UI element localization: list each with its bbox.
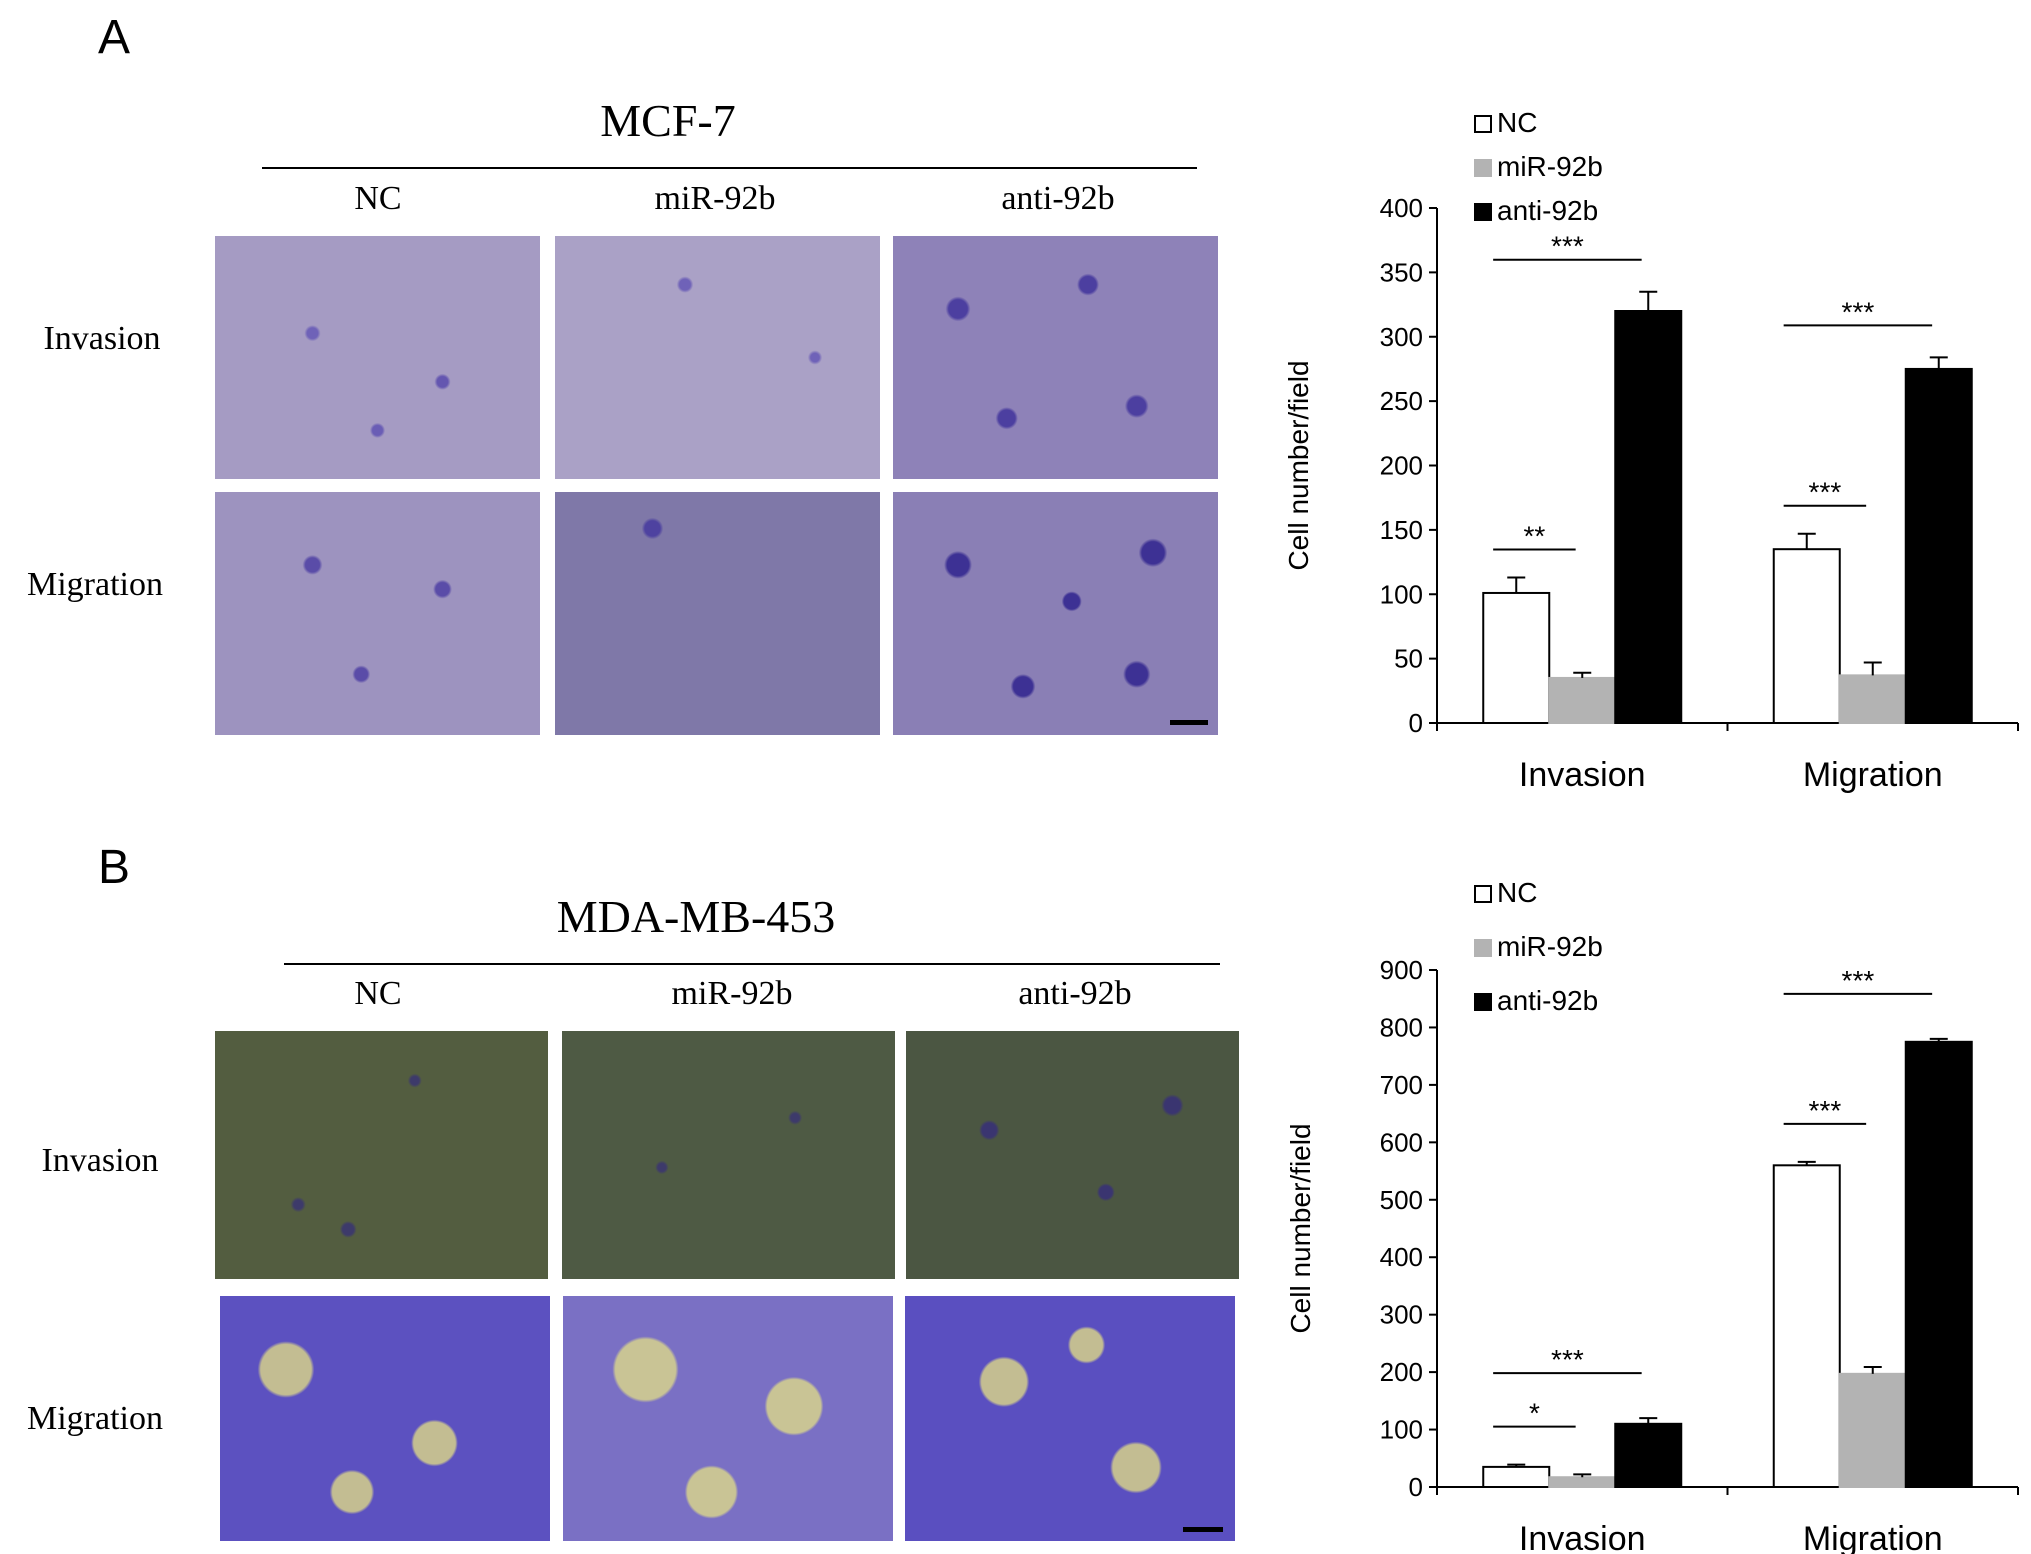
legend-swatch-1 — [1474, 939, 1492, 957]
sig-label-migration-0: *** — [1842, 965, 1875, 996]
legend-swatch-2 — [1474, 203, 1492, 221]
y-tick-label-7: 350 — [1380, 257, 1423, 287]
micrograph-b-migration-anti — [905, 1296, 1235, 1541]
micrograph-a-migration-anti — [893, 492, 1218, 735]
bar-migration-2 — [1904, 1040, 1973, 1489]
row-label-migration-a: Migration — [27, 566, 163, 603]
y-tick-label-6: 600 — [1380, 1127, 1423, 1157]
bar-migration-0 — [1772, 548, 1841, 724]
micrograph-a-invasion-anti — [893, 236, 1218, 479]
sig-label-invasion-1: ** — [1524, 521, 1546, 552]
row-label-migration-b: Migration — [27, 1400, 163, 1437]
micrograph-b-migration-nc — [220, 1296, 550, 1541]
y-tick-label-4: 400 — [1380, 1242, 1423, 1272]
panel-letter-b: B — [98, 841, 131, 894]
panel-letter-a: A — [98, 11, 131, 64]
micrograph-a-invasion-mir — [555, 236, 880, 479]
scale-bar-b — [1183, 1527, 1223, 1532]
y-tick-label-3: 300 — [1380, 1300, 1423, 1330]
sig-label-migration-0: *** — [1842, 296, 1875, 327]
legend-label-2: anti-92b — [1497, 985, 1598, 1016]
y-tick-label-8: 400 — [1380, 193, 1423, 223]
bar-chart-a: NC miR-92b anti-92b 0 50 100 150 200 250 300 350 40… — [1283, 107, 2019, 794]
sig-label-invasion-0: *** — [1551, 231, 1584, 262]
bar-migration-0 — [1772, 1164, 1841, 1488]
cell-line-rule-a — [262, 167, 1197, 169]
legend-swatch-1 — [1474, 159, 1492, 177]
bar-invasion-2 — [1614, 310, 1683, 724]
x-category-label-1: Migration — [1803, 756, 1943, 794]
y-tick-label-3: 150 — [1380, 515, 1423, 545]
bar-invasion-1 — [1548, 676, 1617, 724]
legend-swatch-0 — [1474, 885, 1492, 903]
bar-migration-1 — [1838, 674, 1907, 724]
column-label-anti-b: anti-92b — [1018, 975, 1132, 1012]
sig-label-invasion-0: *** — [1551, 1344, 1584, 1375]
y-tick-label-5: 500 — [1380, 1185, 1423, 1215]
sig-label-migration-1: *** — [1809, 477, 1842, 508]
y-tick-label-4: 200 — [1380, 451, 1423, 481]
cell-line-rule-b — [284, 963, 1220, 965]
bar-migration-2 — [1904, 367, 1973, 724]
x-category-label-1: Migration — [1803, 1520, 1943, 1554]
cell-line-title-b: MDA-MB-453 — [556, 891, 836, 942]
y-tick-label-6: 300 — [1380, 322, 1423, 352]
legend-label-2: anti-92b — [1497, 195, 1598, 226]
y-tick-label-5: 250 — [1380, 386, 1423, 416]
micrograph-b-invasion-anti — [906, 1031, 1239, 1279]
column-label-nc-a: NC — [354, 180, 402, 217]
cell-line-title-a: MCF-7 — [600, 95, 736, 146]
legend-swatch-0 — [1474, 115, 1492, 133]
micrograph-a-invasion-nc — [215, 236, 540, 479]
column-label-anti-a: anti-92b — [1001, 180, 1115, 217]
column-label-nc-b: NC — [354, 975, 402, 1012]
scale-bar-a — [1170, 720, 1208, 725]
legend-label-1: miR-92b — [1497, 151, 1603, 182]
bar-invasion-2 — [1614, 1422, 1683, 1488]
bar-chart-b: NC miR-92b anti-92b 0 100 200 300 400 500 600 700 8… — [1285, 877, 2019, 1554]
column-label-mir-a: miR-92b — [654, 180, 776, 217]
x-category-label-0: Invasion — [1519, 756, 1646, 794]
micrograph-b-invasion-mir — [562, 1031, 895, 1279]
sig-label-migration-1: *** — [1809, 1095, 1842, 1126]
bar-migration-1 — [1838, 1372, 1907, 1489]
y-tick-label-7: 700 — [1380, 1070, 1423, 1100]
legend-label-0: NC — [1497, 877, 1537, 908]
legend-label-1: miR-92b — [1497, 931, 1603, 962]
micrograph-a-migration-nc — [215, 492, 540, 735]
legend-label-0: NC — [1497, 107, 1537, 138]
y-tick-label-0: 0 — [1409, 708, 1423, 738]
column-label-mir-b: miR-92b — [671, 975, 793, 1012]
y-tick-label-2: 100 — [1380, 579, 1423, 609]
bar-invasion-0 — [1482, 591, 1551, 724]
y-tick-label-0: 0 — [1409, 1472, 1423, 1502]
legend-swatch-2 — [1474, 993, 1492, 1011]
bar-invasion-0 — [1482, 1465, 1551, 1489]
row-label-invasion-b: Invasion — [41, 1142, 159, 1179]
y-tick-label-2: 200 — [1380, 1357, 1423, 1387]
micrograph-b-migration-mir — [563, 1296, 893, 1541]
micrograph-b-invasion-nc — [215, 1031, 548, 1279]
y-tick-label-8: 800 — [1380, 1012, 1423, 1042]
y-tick-label-1: 100 — [1380, 1415, 1423, 1445]
y-tick-label-9: 900 — [1380, 955, 1423, 985]
micrograph-a-migration-mir — [555, 492, 880, 735]
y-axis-label: Cell number/field — [1283, 360, 1314, 570]
x-category-label-0: Invasion — [1519, 1520, 1646, 1554]
y-tick-label-1: 50 — [1394, 644, 1423, 674]
sig-label-invasion-1: * — [1529, 1398, 1540, 1429]
y-axis-label: Cell number/field — [1285, 1123, 1316, 1333]
row-label-invasion-a: Invasion — [43, 320, 161, 357]
bar-invasion-1 — [1548, 1476, 1617, 1488]
